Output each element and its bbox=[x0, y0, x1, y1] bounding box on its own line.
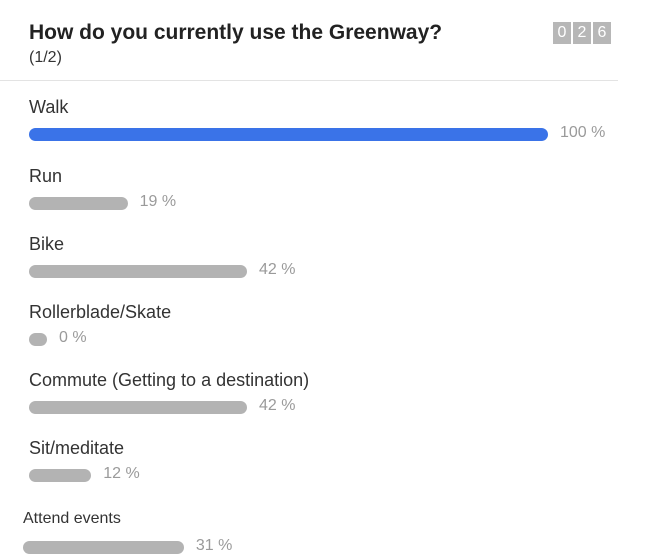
option-bar bbox=[23, 541, 184, 554]
response-counter: 0 2 6 bbox=[553, 22, 611, 44]
option-bar bbox=[29, 401, 247, 414]
counter-digit: 6 bbox=[593, 22, 611, 44]
question-title: How do you currently use the Greenway? bbox=[29, 21, 443, 44]
question-header: How do you currently use the Greenway? (… bbox=[0, 0, 618, 81]
option-bar bbox=[29, 197, 128, 210]
option-bar bbox=[29, 333, 47, 346]
option-label: Rollerblade/Skate bbox=[29, 302, 172, 322]
option-label: Commute (Getting to a destination) bbox=[29, 370, 310, 390]
option-bar bbox=[29, 128, 548, 141]
option-percent: 0 % bbox=[59, 329, 87, 346]
option-percent: 42 % bbox=[258, 397, 296, 414]
counter-digit: 2 bbox=[573, 22, 591, 44]
option-label: Bike bbox=[29, 234, 65, 254]
option-percent: 19 % bbox=[139, 193, 177, 210]
option-percent: 12 % bbox=[103, 465, 140, 482]
option-bar bbox=[29, 469, 92, 482]
counter-digit: 0 bbox=[553, 22, 571, 44]
option-bar bbox=[29, 265, 247, 278]
option-percent: 31 % bbox=[195, 537, 233, 554]
option-percent: 42 % bbox=[258, 261, 296, 278]
option-label: Attend events bbox=[23, 510, 121, 527]
option-label: Run bbox=[29, 166, 63, 186]
question-page-indicator: (1/2) bbox=[29, 49, 62, 66]
option-label: Walk bbox=[29, 97, 69, 117]
option-label: Sit/meditate bbox=[29, 438, 125, 458]
option-percent: 100 % bbox=[560, 124, 606, 141]
